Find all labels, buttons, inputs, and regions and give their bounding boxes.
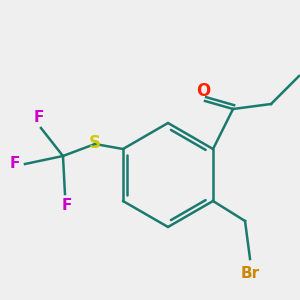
- Text: F: F: [10, 157, 20, 172]
- Text: S: S: [89, 134, 101, 152]
- Text: F: F: [34, 110, 44, 125]
- Text: O: O: [196, 82, 210, 100]
- Text: F: F: [62, 199, 72, 214]
- Text: Br: Br: [241, 266, 260, 280]
